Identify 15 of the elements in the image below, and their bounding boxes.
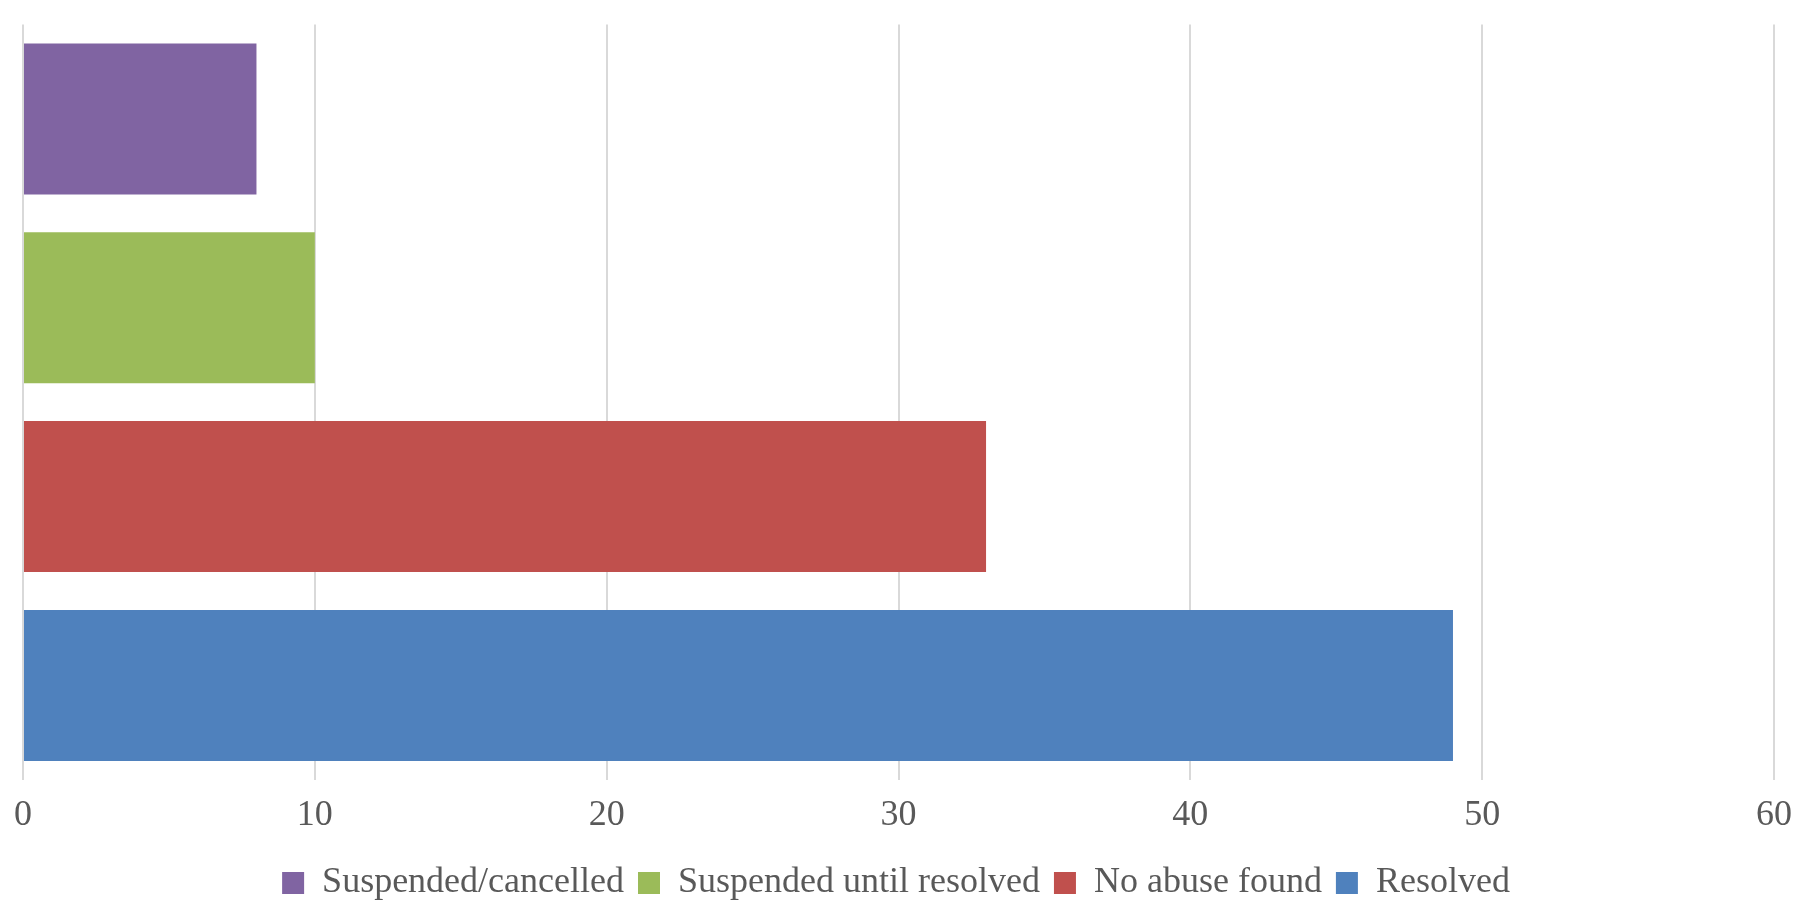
bar xyxy=(24,232,315,384)
x-tick-label: 40 xyxy=(1172,792,1209,833)
bar xyxy=(24,421,987,573)
bar xyxy=(24,609,1453,761)
x-tick-label: 20 xyxy=(588,792,625,833)
x-tick-label: 30 xyxy=(880,792,917,833)
bar xyxy=(24,43,257,195)
legend-label: Resolved xyxy=(1375,860,1510,901)
x-tick-label: 10 xyxy=(296,792,333,833)
legend-label: Suspended until resolved xyxy=(678,860,1040,901)
legend-label: Suspended/cancelled xyxy=(322,860,624,901)
legend-label: No abuse found xyxy=(1093,860,1322,901)
x-tick-label: 50 xyxy=(1464,792,1501,833)
x-tick-label: 0 xyxy=(14,792,32,833)
x-tick-label: 60 xyxy=(1756,792,1792,833)
